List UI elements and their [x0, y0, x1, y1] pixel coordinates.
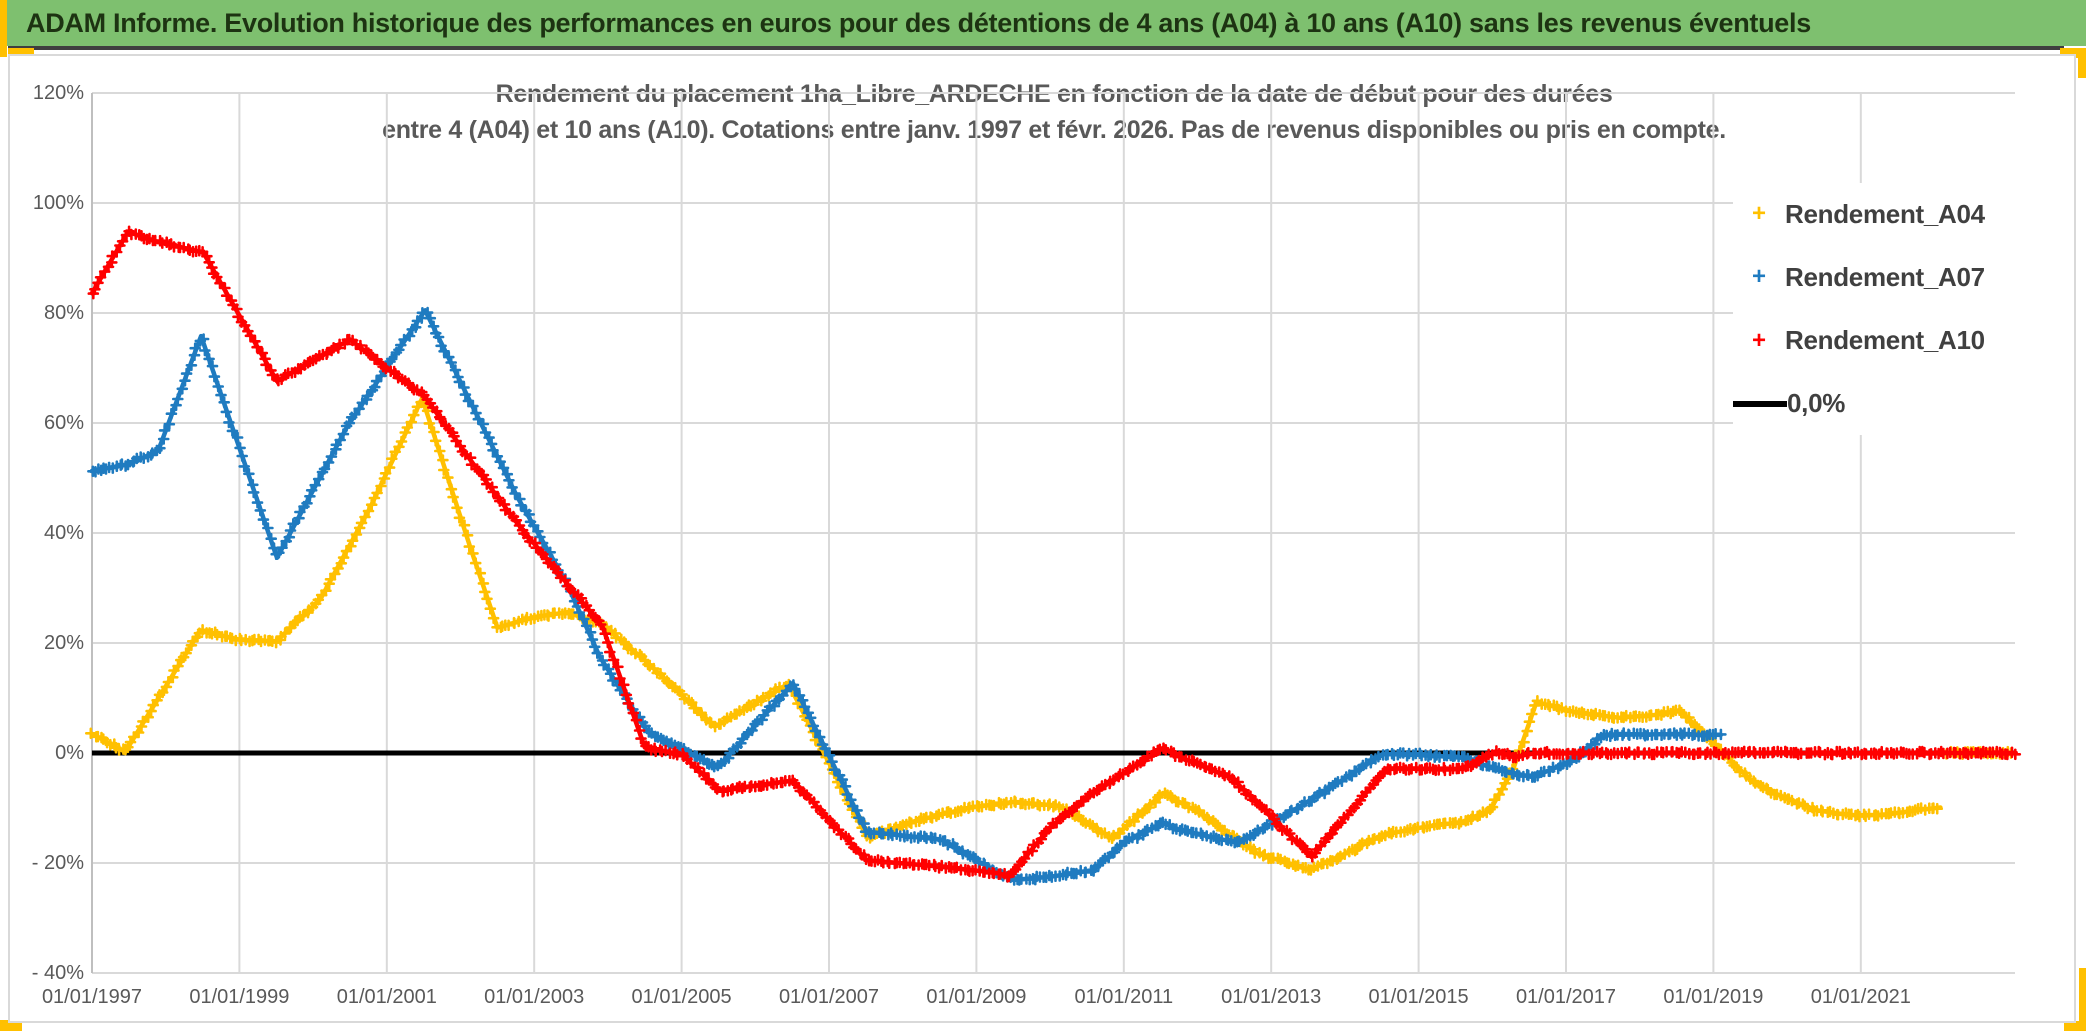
gold-accent-bottom-right-strip: [2079, 968, 2086, 1031]
y-tick-label: 100%: [32, 192, 84, 214]
gold-accent-top-left-underline: [8, 48, 34, 56]
x-tick-label: 01/01/2013: [1221, 986, 1322, 1008]
x-tick-label: 01/01/2005: [631, 986, 732, 1008]
report-header-bar: ADAM Informe. Evolution historique des p…: [0, 0, 2086, 46]
y-tick-label: - 20%: [31, 852, 84, 874]
y-tick-label: 40%: [43, 522, 84, 544]
zero-line-icon: [1733, 400, 1787, 407]
x-tick-label: 01/01/2019: [1663, 986, 1764, 1008]
x-tick-label: 01/01/2021: [1810, 986, 1911, 1008]
legend-label: Rendement_A07: [1785, 261, 1985, 292]
report-title: ADAM Informe. Evolution historique des p…: [26, 8, 1811, 38]
legend-item-zero-line: 0,0%: [1733, 379, 2015, 429]
gold-accent-top-left-strip: [0, 0, 7, 57]
x-tick-label: 01/01/2003: [484, 986, 585, 1008]
y-tick-label: - 40%: [31, 962, 84, 984]
plus-marker-icon: +: [1751, 263, 1766, 291]
legend-label: 0,0%: [1787, 388, 1846, 419]
x-tick-label: 01/01/2015: [1368, 986, 1469, 1008]
chart-title-line2: entre 4 (A04) et 10 ans (A10). Cotations…: [382, 116, 1726, 144]
y-tick-label: 80%: [43, 302, 84, 324]
legend-label: Rendement_A04: [1785, 198, 1985, 229]
y-tick-label: 120%: [32, 82, 84, 104]
gold-accent-top-right-v: [2078, 48, 2086, 78]
y-tick-label: 60%: [43, 412, 84, 434]
x-tick-label: 01/01/2001: [336, 986, 437, 1008]
gold-accent-bottom-right-h: [2064, 1021, 2086, 1031]
legend-item-a10: + Rendement_A10: [1733, 316, 2015, 366]
plus-marker-icon: +: [1751, 326, 1766, 354]
legend-item-a07: + Rendement_A07: [1733, 252, 2015, 302]
y-tick-label: 20%: [43, 632, 84, 654]
legend-item-a04: + Rendement_A04: [1733, 189, 2015, 239]
x-tick-label: 01/01/2007: [778, 986, 880, 1008]
x-tick-label: 01/01/2011: [1074, 986, 1174, 1008]
header-shadow-line: [8, 46, 2064, 50]
y-tick-label: 0%: [55, 742, 84, 764]
x-tick-label: 01/01/1997: [41, 986, 143, 1008]
x-tick-label: 01/01/2017: [1515, 986, 1617, 1008]
plus-marker-icon: +: [1751, 200, 1766, 227]
chart-legend: + Rendement_A04 + Rendement_A07 + Rendem…: [1733, 183, 2015, 435]
gold-accent-top-right-h: [2060, 48, 2086, 58]
x-tick-label: 01/01/1999: [189, 986, 290, 1008]
legend-label: Rendement_A10: [1785, 325, 1985, 356]
gold-accent-bottom-left: [0, 1020, 22, 1031]
x-tick-label: 01/01/2009: [926, 986, 1027, 1008]
